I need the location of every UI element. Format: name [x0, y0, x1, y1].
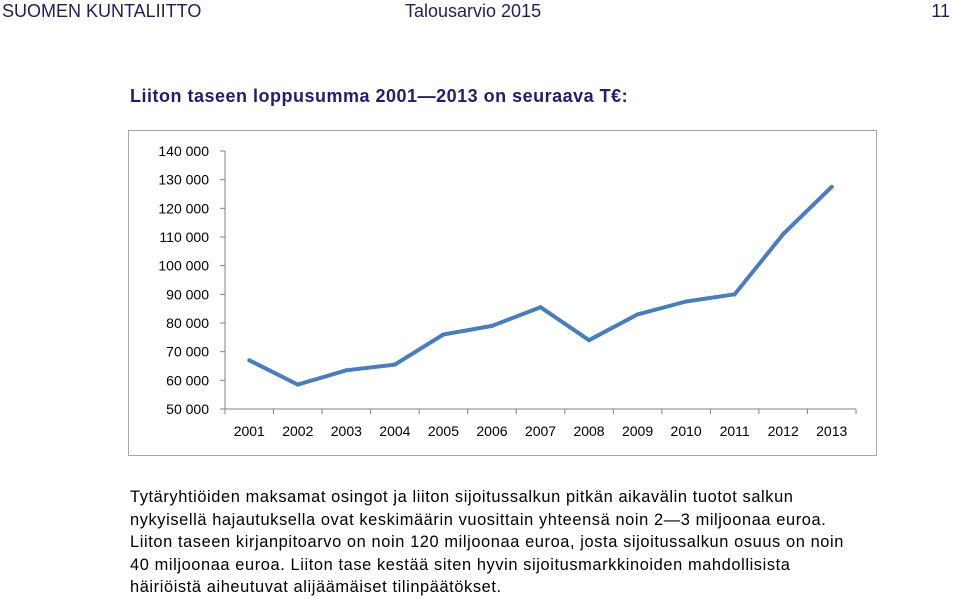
x-tick-label: 2009 [622, 423, 653, 439]
line-chart: 50 000 60 000 70 000 80 000 90 000 100 000 110… [158, 143, 857, 439]
data-point-2009 [635, 312, 640, 317]
y-tick-label: 100 000 [158, 258, 209, 274]
data-point-2001 [247, 358, 252, 363]
x-tick-label: 2008 [573, 423, 604, 439]
y-tick-label: 130 000 [158, 172, 209, 188]
y-tick-label: 90 000 [166, 286, 209, 302]
x-tick-label: 2011 [720, 423, 750, 439]
x-tick-label: 2013 [816, 423, 847, 439]
data-point-2008 [587, 338, 592, 343]
page-number: 11 [931, 1, 950, 21]
data-point-2003 [344, 368, 349, 373]
series-group [247, 184, 834, 387]
y-tick-label: 140 000 [158, 143, 209, 159]
data-point-2007 [538, 305, 543, 310]
y-tick-label: 110 000 [159, 229, 209, 245]
x-tick-label: 2010 [671, 423, 702, 439]
data-point-2012 [781, 232, 786, 237]
y-tick-label: 60 000 [166, 372, 209, 388]
header-organization: SUOMEN KUNTALIITTO [2, 1, 202, 21]
chart-frame: 50 000 60 000 70 000 80 000 90 000 100 000 110… [128, 130, 877, 456]
series-line [248, 185, 834, 387]
data-point-2004 [392, 362, 397, 367]
x-tick-label: 2005 [428, 423, 459, 439]
data-point-2013 [829, 184, 834, 189]
x-axis: 2001 2002 2003 2004 2005 2006 2007 2008 2009 2010… [224, 408, 857, 439]
x-tick-label: 2006 [476, 423, 507, 439]
y-tick-label: 50 000 [166, 401, 209, 417]
data-point-2002 [295, 382, 300, 387]
data-point-2010 [684, 299, 689, 304]
header-document-title: Talousarvio 2015 [405, 1, 542, 21]
data-point-2006 [489, 323, 494, 328]
x-tick-label: 2002 [282, 423, 313, 439]
x-tick-label: 2001 [234, 423, 265, 439]
data-point-2011 [732, 292, 737, 297]
body-paragraph: Tytäryhtiöiden maksamat osingot ja liito… [130, 488, 844, 597]
x-tick-label: 2004 [379, 423, 410, 439]
y-tick-label: 70 000 [166, 344, 209, 360]
section-title: Liiton taseen loppusumma 2001—2013 on se… [130, 86, 629, 106]
x-tick-label: 2012 [768, 423, 799, 439]
x-tick-label: 2003 [331, 423, 362, 439]
y-tick-label: 120 000 [158, 200, 209, 216]
y-axis: 50 000 60 000 70 000 80 000 90 000 100 000 110… [158, 143, 226, 417]
data-point-2005 [441, 332, 446, 337]
y-tick-label: 80 000 [166, 315, 209, 331]
x-tick-label: 2007 [525, 423, 556, 439]
